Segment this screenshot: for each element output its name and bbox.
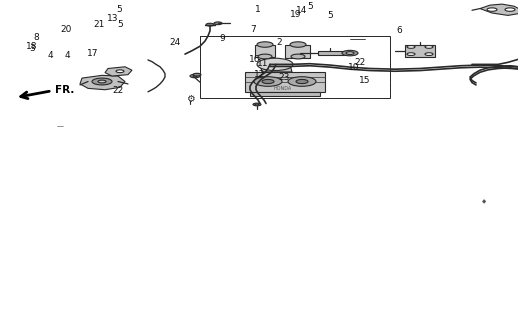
Circle shape: [407, 45, 415, 48]
Circle shape: [490, 200, 500, 204]
Text: 4: 4: [65, 51, 70, 60]
Circle shape: [193, 75, 197, 77]
Text: 24: 24: [169, 38, 181, 47]
Text: ◆: ◆: [482, 200, 486, 204]
Circle shape: [214, 22, 222, 25]
Circle shape: [453, 192, 467, 197]
Polygon shape: [480, 4, 518, 15]
Circle shape: [193, 73, 201, 76]
Text: 5: 5: [307, 2, 313, 11]
Circle shape: [481, 204, 489, 207]
Circle shape: [346, 52, 354, 54]
Text: 15: 15: [359, 76, 371, 85]
Bar: [200, 36, 390, 98]
Bar: [200, 36, 390, 98]
Text: 22: 22: [354, 58, 366, 67]
Polygon shape: [405, 44, 435, 57]
Circle shape: [425, 45, 433, 48]
Text: ⚙: ⚙: [185, 94, 194, 104]
Circle shape: [262, 79, 274, 84]
Circle shape: [105, 139, 115, 142]
Text: 21: 21: [94, 20, 105, 29]
Circle shape: [482, 193, 494, 197]
Circle shape: [288, 77, 316, 86]
Text: 1: 1: [254, 5, 261, 14]
Circle shape: [258, 54, 272, 59]
Text: 3: 3: [29, 44, 35, 53]
Circle shape: [493, 201, 497, 203]
Circle shape: [291, 54, 305, 59]
Text: 22: 22: [112, 86, 124, 95]
Circle shape: [116, 70, 124, 73]
Text: 5: 5: [327, 11, 334, 20]
Text: 10: 10: [348, 63, 359, 72]
Circle shape: [98, 80, 106, 83]
Circle shape: [467, 216, 483, 221]
Circle shape: [257, 42, 273, 47]
Polygon shape: [318, 51, 345, 55]
Text: 5: 5: [116, 5, 122, 14]
Circle shape: [407, 53, 415, 55]
Circle shape: [464, 177, 468, 178]
Circle shape: [296, 79, 308, 84]
Circle shape: [505, 8, 515, 11]
Circle shape: [257, 58, 293, 70]
Circle shape: [512, 201, 518, 204]
Text: 17: 17: [87, 49, 98, 58]
Circle shape: [425, 53, 433, 55]
Circle shape: [497, 216, 513, 221]
Circle shape: [255, 104, 259, 105]
Polygon shape: [285, 44, 310, 58]
Circle shape: [206, 23, 214, 26]
Text: 9: 9: [220, 35, 226, 44]
Circle shape: [108, 140, 112, 141]
Circle shape: [92, 78, 112, 85]
Text: FR.: FR.: [55, 85, 75, 95]
Polygon shape: [488, 191, 515, 200]
Polygon shape: [245, 72, 325, 92]
Text: 4: 4: [48, 51, 53, 60]
Circle shape: [56, 131, 68, 135]
Text: 11: 11: [257, 59, 269, 68]
Polygon shape: [80, 75, 125, 90]
Circle shape: [493, 200, 503, 204]
Polygon shape: [462, 212, 518, 227]
Text: 6: 6: [396, 26, 402, 35]
Circle shape: [190, 74, 200, 78]
Text: 23: 23: [278, 73, 290, 82]
Circle shape: [461, 176, 471, 179]
Circle shape: [457, 194, 463, 196]
Circle shape: [253, 103, 261, 106]
Polygon shape: [260, 64, 292, 72]
Text: 5: 5: [117, 20, 123, 28]
Circle shape: [60, 132, 65, 134]
Polygon shape: [250, 92, 320, 96]
Circle shape: [504, 193, 516, 197]
Polygon shape: [470, 187, 518, 208]
Bar: [455, 172, 477, 177]
Circle shape: [487, 8, 497, 11]
Circle shape: [90, 138, 100, 141]
Text: 20: 20: [61, 25, 72, 34]
Text: 19: 19: [290, 10, 301, 19]
Text: 7: 7: [250, 25, 256, 34]
Circle shape: [93, 139, 97, 140]
Text: 8: 8: [33, 33, 39, 42]
Text: 18: 18: [26, 42, 38, 51]
Text: 2: 2: [276, 38, 281, 47]
Text: HONDA: HONDA: [274, 86, 292, 91]
Circle shape: [484, 221, 496, 225]
Circle shape: [290, 42, 306, 47]
Polygon shape: [105, 67, 132, 76]
Text: 12: 12: [254, 70, 266, 79]
Text: 14: 14: [296, 6, 308, 15]
Text: —: —: [56, 124, 64, 130]
Text: 16: 16: [249, 55, 261, 64]
Text: 13: 13: [107, 14, 119, 23]
Circle shape: [254, 77, 282, 86]
Circle shape: [342, 50, 358, 56]
Polygon shape: [255, 44, 275, 57]
